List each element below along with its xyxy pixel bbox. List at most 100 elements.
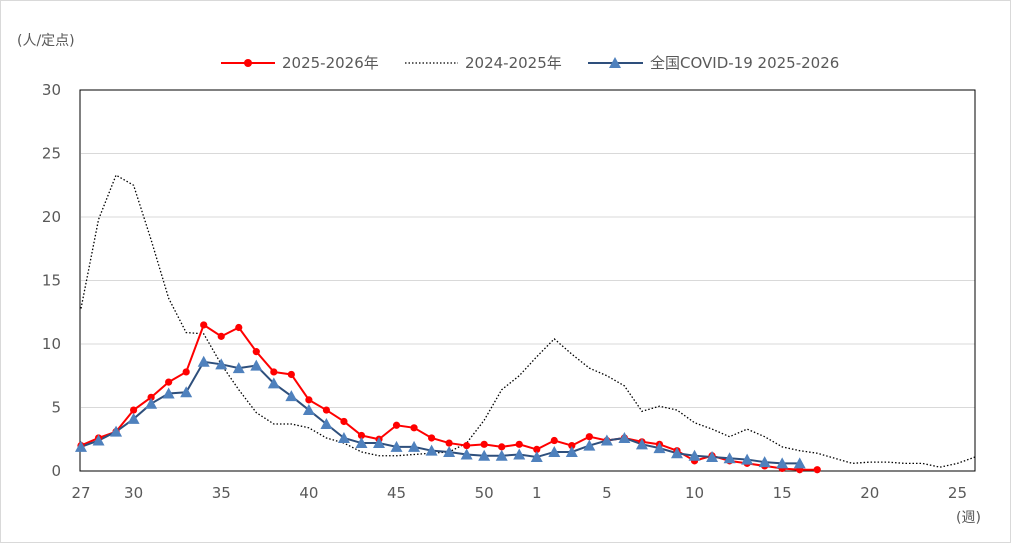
data-point-2025-2026 xyxy=(270,368,278,376)
data-point-2025-2026 xyxy=(340,417,348,426)
data-point-covid xyxy=(215,358,228,370)
data-point-2025-2026 xyxy=(445,439,453,447)
data-point-covid xyxy=(75,440,87,452)
data-point-2025-2026 xyxy=(533,445,541,454)
y-tick-label: 0 xyxy=(51,462,61,480)
legend-label-covid: 全国COVID-19 2025-2026 xyxy=(650,54,839,72)
data-point-covid xyxy=(110,425,123,437)
x-tick-label: 20 xyxy=(860,484,879,502)
data-point-covid xyxy=(706,451,719,463)
data-point-covid xyxy=(197,355,210,367)
x-tick-label: 45 xyxy=(387,484,406,502)
data-point-covid xyxy=(530,451,543,463)
data-point-covid xyxy=(443,445,456,457)
data-point-2025-2026 xyxy=(410,424,418,432)
data-point-covid xyxy=(162,387,175,399)
series-line-2024-2025 xyxy=(80,174,976,468)
x-tick-label: 50 xyxy=(475,484,494,502)
data-point-2025-2026 xyxy=(287,370,295,379)
data-point-covid xyxy=(688,449,701,461)
data-point-2025-2026 xyxy=(498,443,506,451)
y-tick-label: 30 xyxy=(42,81,61,99)
data-point-covid xyxy=(635,438,648,450)
data-point-2025-2026 xyxy=(165,378,173,386)
data-point-2025-2026 xyxy=(427,434,436,442)
data-point-covid xyxy=(741,453,754,465)
data-point-covid xyxy=(390,440,403,452)
data-point-covid xyxy=(758,456,771,468)
data-point-2025-2026 xyxy=(813,466,821,474)
x-tick-label: 1 xyxy=(532,484,542,502)
data-point-2025-2026 xyxy=(252,348,260,356)
data-point-2025-2026 xyxy=(129,406,138,414)
y-tick-label: 15 xyxy=(42,272,61,290)
data-point-2025-2026 xyxy=(322,406,331,414)
data-point-2025-2026 xyxy=(585,433,593,441)
data-point-2025-2026 xyxy=(217,332,225,340)
data-point-covid xyxy=(373,437,385,449)
data-point-covid xyxy=(600,434,613,446)
data-point-2025-2026 xyxy=(463,442,471,450)
legend-label-2024-2025: 2024-2025年 xyxy=(465,54,562,72)
data-point-2025-2026 xyxy=(515,440,523,448)
x-axis-unit-label: (週) xyxy=(956,510,981,526)
x-tick-label: 15 xyxy=(773,484,792,502)
data-point-covid xyxy=(618,431,631,443)
y-axis-unit-label: (人/定点) xyxy=(17,33,75,49)
data-point-covid xyxy=(671,447,683,459)
legend-label-2025-2026: 2025-2026年 xyxy=(282,54,379,72)
data-point-covid xyxy=(145,397,158,409)
data-point-covid xyxy=(180,386,193,398)
data-point-covid xyxy=(267,377,280,389)
x-tick-label: 40 xyxy=(299,484,318,502)
data-point-covid xyxy=(793,457,806,469)
data-point-covid xyxy=(232,362,245,374)
data-point-2025-2026 xyxy=(200,321,208,329)
data-point-covid xyxy=(425,444,438,456)
x-tick-label: 25 xyxy=(948,484,967,502)
legend-item-2025-2026: 2025-2026年 xyxy=(221,54,379,72)
data-point-2025-2026 xyxy=(480,440,488,448)
data-point-2025-2026 xyxy=(147,393,155,401)
y-tick-label: 20 xyxy=(42,208,61,226)
data-point-covid xyxy=(548,445,561,457)
data-point-covid xyxy=(408,440,421,452)
data-point-covid xyxy=(478,449,491,461)
data-point-covid xyxy=(495,449,508,461)
data-point-covid xyxy=(355,437,368,449)
data-point-covid xyxy=(250,359,263,371)
x-tick-label: 5 xyxy=(602,484,612,502)
data-point-covid xyxy=(723,452,736,464)
y-tick-label: 5 xyxy=(51,399,61,417)
data-point-covid xyxy=(302,404,315,416)
legend: 2025-2026年 2024-2025年 全国COVID-19 2025-20… xyxy=(221,54,839,72)
data-point-covid xyxy=(565,445,578,457)
gridlines xyxy=(81,153,975,408)
data-point-2025-2026 xyxy=(235,323,243,332)
data-point-2025-2026 xyxy=(392,421,401,429)
data-point-covid xyxy=(337,431,350,443)
data-point-covid xyxy=(513,448,526,460)
legend-swatch-circle-red xyxy=(244,59,252,67)
x-tick-label: 10 xyxy=(685,484,704,502)
series-markers xyxy=(75,321,821,474)
data-point-covid xyxy=(92,434,105,446)
data-point-covid xyxy=(320,418,333,430)
y-tick-label: 25 xyxy=(42,145,61,163)
y-tick-labels: 0 5 10 15 20 25 30 xyxy=(42,81,61,480)
legend-item-2024-2025: 2024-2025年 xyxy=(405,54,562,72)
series-lines xyxy=(80,174,976,471)
data-point-covid xyxy=(583,439,596,451)
data-point-2025-2026 xyxy=(550,436,558,445)
data-point-covid xyxy=(285,390,298,402)
x-tick-label: 35 xyxy=(212,484,231,502)
data-point-covid xyxy=(653,442,666,454)
data-point-covid xyxy=(127,412,140,424)
x-tick-label: 30 xyxy=(124,484,143,502)
legend-item-covid: 全国COVID-19 2025-2026 xyxy=(588,54,839,72)
x-tick-labels: 27 30 35 40 45 50 1 5 10 15 20 25 xyxy=(71,484,967,502)
data-point-2025-2026 xyxy=(305,396,313,404)
data-point-2025-2026 xyxy=(568,442,576,450)
